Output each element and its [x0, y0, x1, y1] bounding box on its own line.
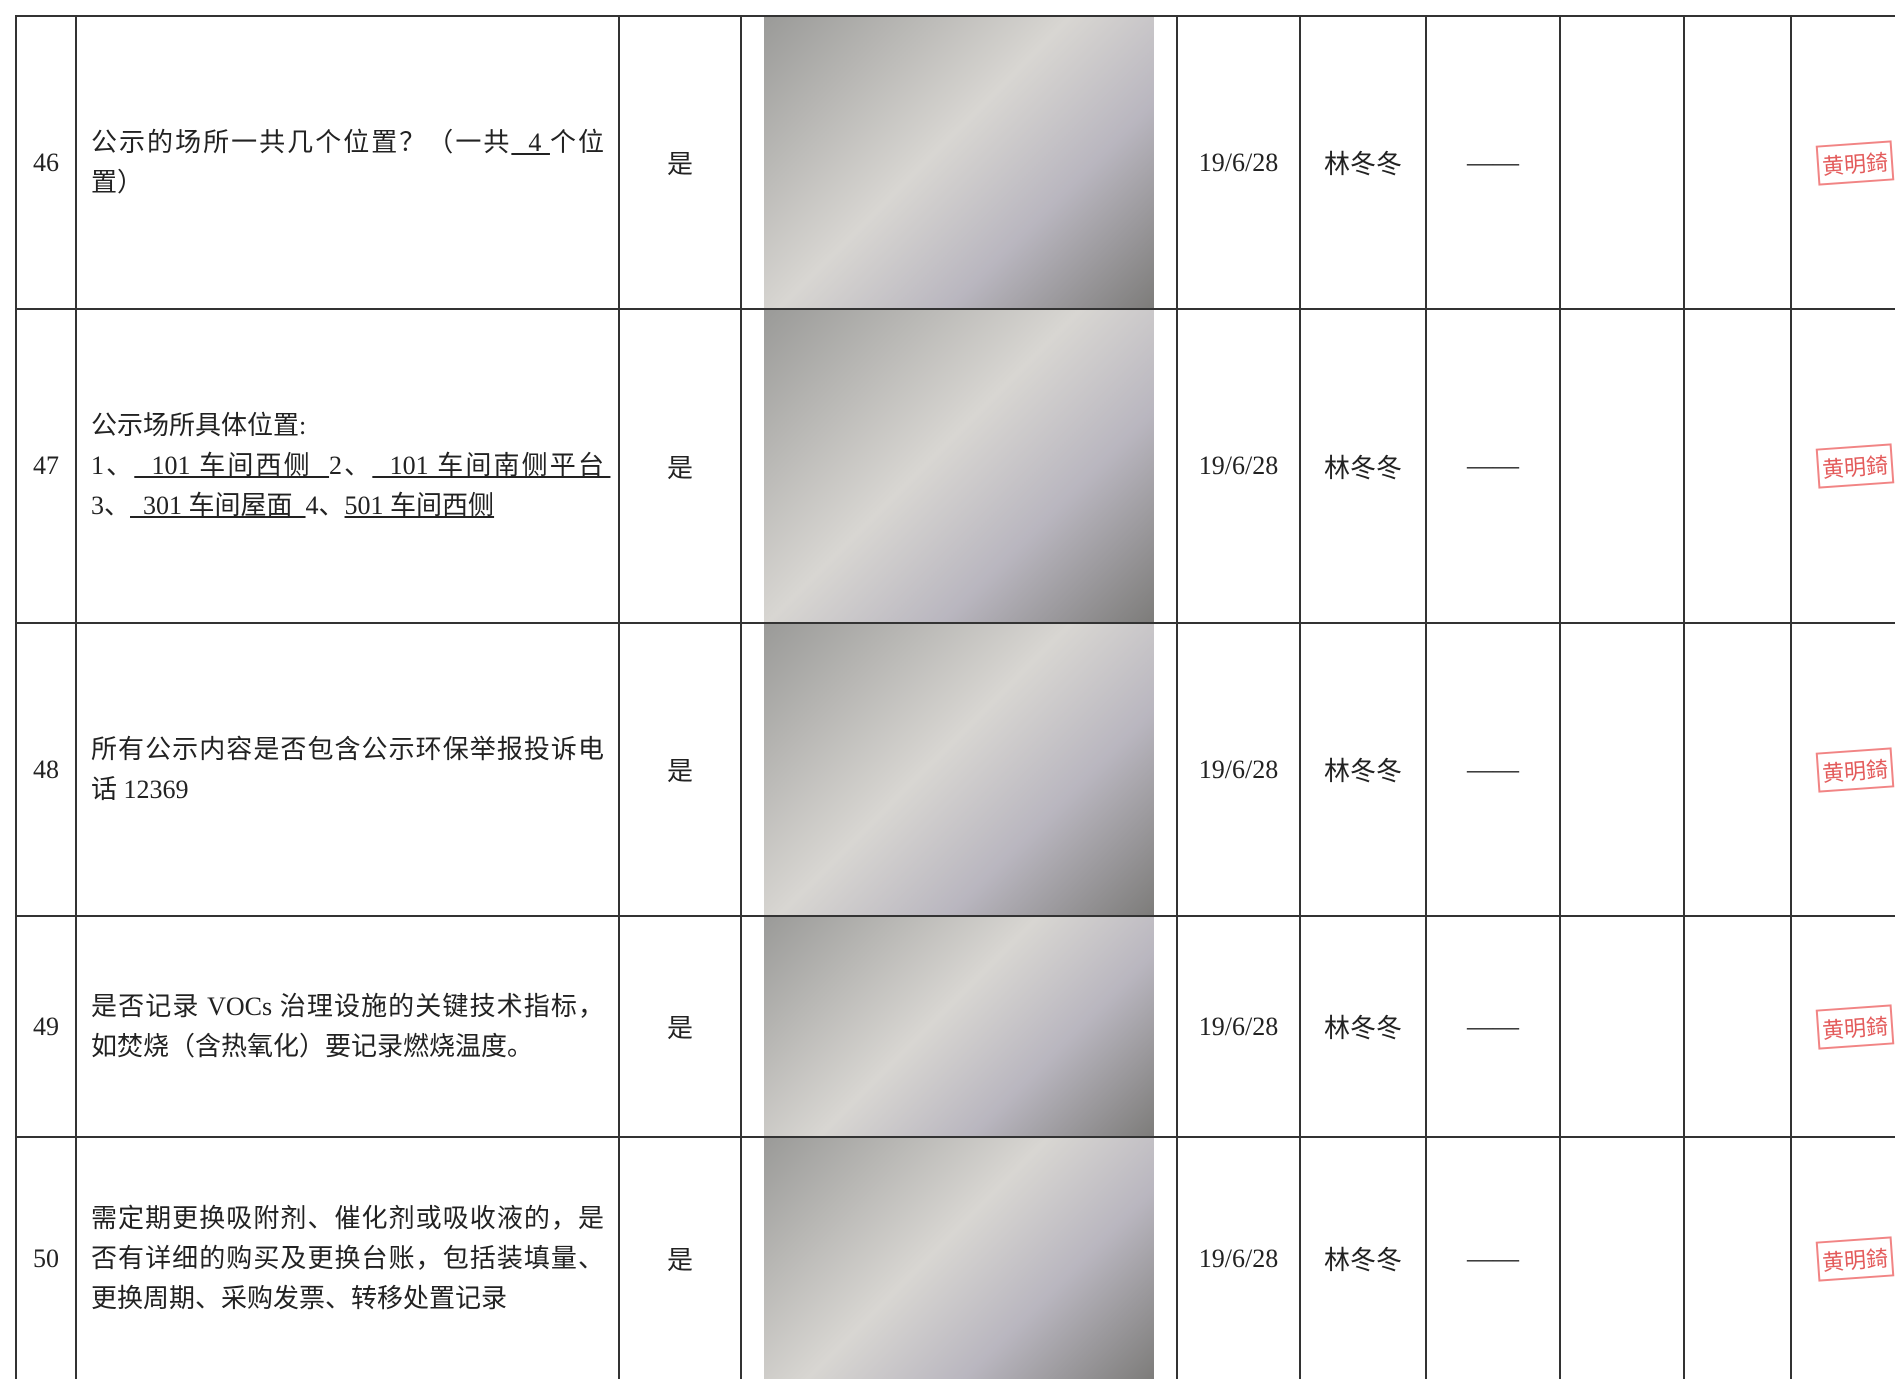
text-segment: 公示场所具体位置: 1、	[91, 411, 307, 480]
stamp-cell: 黄明錡	[1792, 17, 1895, 310]
empty-cell	[1561, 1138, 1685, 1379]
photo	[764, 1138, 1154, 1379]
empty-cell	[1561, 917, 1685, 1138]
empty-cell	[1685, 1138, 1792, 1379]
row-number: 46	[17, 17, 77, 310]
underlined-text: 301 车间屋面	[130, 491, 306, 520]
date: 19/6/28	[1178, 1138, 1301, 1379]
stamp-cell: 黄明錡	[1792, 1138, 1895, 1379]
row-number: 49	[17, 917, 77, 1138]
answer: 是	[620, 310, 742, 624]
empty-cell	[1685, 17, 1792, 310]
person: 林冬冬	[1301, 1138, 1427, 1379]
stamp-cell: 黄明錡	[1792, 917, 1895, 1138]
empty-cell	[1685, 624, 1792, 917]
row-number: 48	[17, 624, 77, 917]
underlined-text: 101 车间西侧	[134, 451, 330, 480]
note: ——	[1427, 310, 1561, 624]
stamp: 黄明錡	[1816, 139, 1895, 186]
note: ——	[1427, 1138, 1561, 1379]
text-segment: 需定期更换吸附剂、催化剂或吸收液的，是否有详细的购买及更换台账，包括装填量、更换…	[91, 1203, 604, 1313]
text-segment: 个位置）	[91, 127, 604, 197]
note: ——	[1427, 624, 1561, 917]
underlined-text: 101 车间南侧平台	[372, 451, 611, 480]
answer: 是	[620, 624, 742, 917]
item-paragraph: 是否记录 VOCs 治理设施的关键技术指标，如焚烧（含热氧化）要记录燃烧温度。	[91, 987, 604, 1067]
stamp: 黄明錡	[1816, 746, 1895, 793]
item-paragraph: 公示的场所一共几个位置？（一共 4 个位置）	[91, 123, 604, 203]
empty-cell	[1685, 310, 1792, 624]
row-number: 47	[17, 310, 77, 624]
photo	[764, 17, 1154, 308]
photo-cell	[742, 917, 1178, 1138]
photo	[764, 917, 1154, 1136]
person: 林冬冬	[1301, 310, 1427, 624]
stamp-cell: 黄明錡	[1792, 310, 1895, 624]
answer: 是	[620, 917, 742, 1138]
item-text: 所有公示内容是否包含公示环保举报投诉电话 12369	[77, 624, 620, 917]
item-paragraph: 需定期更换吸附剂、催化剂或吸收液的，是否有详细的购买及更换台账，包括装填量、更换…	[91, 1199, 604, 1319]
person: 林冬冬	[1301, 917, 1427, 1138]
text-segment: 是否记录 VOCs 治理设施的关键技术指标，如焚烧（含热氧化）要记录燃烧温度。	[91, 991, 604, 1061]
row-number: 50	[17, 1138, 77, 1379]
item-text: 是否记录 VOCs 治理设施的关键技术指标，如焚烧（含热氧化）要记录燃烧温度。	[77, 917, 620, 1138]
item-paragraph: 公示场所具体位置: 1、 101 车间西侧 2、 101 车间南侧平台 3、 3…	[91, 406, 604, 526]
stamp: 黄明錡	[1816, 1235, 1895, 1282]
photo	[764, 624, 1154, 915]
text-segment: 所有公示内容是否包含公示环保举报投诉电话 12369	[91, 734, 604, 804]
item-paragraph: 所有公示内容是否包含公示环保举报投诉电话 12369	[91, 730, 604, 810]
date: 19/6/28	[1178, 17, 1301, 310]
underlined-text: 4	[511, 127, 550, 157]
date: 19/6/28	[1178, 917, 1301, 1138]
underlined-text: 501 车间西侧	[344, 491, 495, 520]
item-text: 公示场所具体位置: 1、 101 车间西侧 2、 101 车间南侧平台 3、 3…	[77, 310, 620, 624]
note: ——	[1427, 17, 1561, 310]
stamp: 黄明錡	[1816, 443, 1895, 489]
photo	[764, 310, 1154, 622]
photo-cell	[742, 17, 1178, 310]
person: 林冬冬	[1301, 624, 1427, 917]
person: 林冬冬	[1301, 17, 1427, 310]
photo-cell	[742, 1138, 1178, 1379]
empty-cell	[1685, 917, 1792, 1138]
photo-cell	[742, 310, 1178, 624]
photo-cell	[742, 624, 1178, 917]
date: 19/6/28	[1178, 624, 1301, 917]
empty-cell	[1561, 310, 1685, 624]
stamp: 黄明錡	[1816, 1003, 1895, 1050]
text-segment: 3、	[91, 491, 131, 520]
empty-cell	[1561, 624, 1685, 917]
text-segment: 2、	[329, 451, 373, 480]
empty-cell	[1561, 17, 1685, 310]
date: 19/6/28	[1178, 310, 1301, 624]
text-segment: 公示的场所一共几个位置？（一共	[91, 127, 512, 157]
table: 46 公示的场所一共几个位置？（一共 4 个位置）是 19/6/28 林冬冬 —— 黄明錡…	[15, 15, 1895, 1379]
item-text: 公示的场所一共几个位置？（一共 4 个位置）	[77, 17, 620, 310]
stamp-cell: 黄明錡	[1792, 624, 1895, 917]
answer: 是	[620, 1138, 742, 1379]
answer: 是	[620, 17, 742, 310]
note: ——	[1427, 917, 1561, 1138]
text-segment: 4、	[305, 491, 345, 520]
item-text: 需定期更换吸附剂、催化剂或吸收液的，是否有详细的购买及更换台账，包括装填量、更换…	[77, 1138, 620, 1379]
